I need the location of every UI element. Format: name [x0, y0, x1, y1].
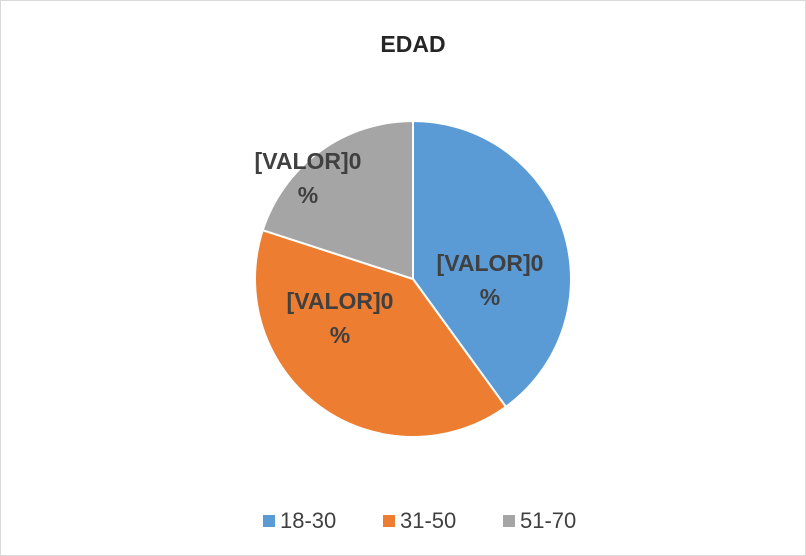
legend-swatch — [503, 515, 515, 527]
data-label: [VALOR]0 % — [286, 288, 394, 348]
legend-label: 31-50 — [400, 508, 456, 533]
pie-slice — [261, 119, 414, 281]
data-label: [VALOR]0 % — [436, 250, 544, 310]
pie-slice — [254, 228, 508, 438]
chart-title: EDAD — [380, 31, 445, 57]
pie-slice — [412, 119, 572, 409]
data-label: [VALOR]0 % — [254, 148, 362, 208]
legend-swatch — [383, 515, 395, 527]
legend-swatch — [263, 515, 275, 527]
legend-label: 18-30 — [280, 508, 336, 533]
legend-label: 51-70 — [520, 508, 576, 533]
